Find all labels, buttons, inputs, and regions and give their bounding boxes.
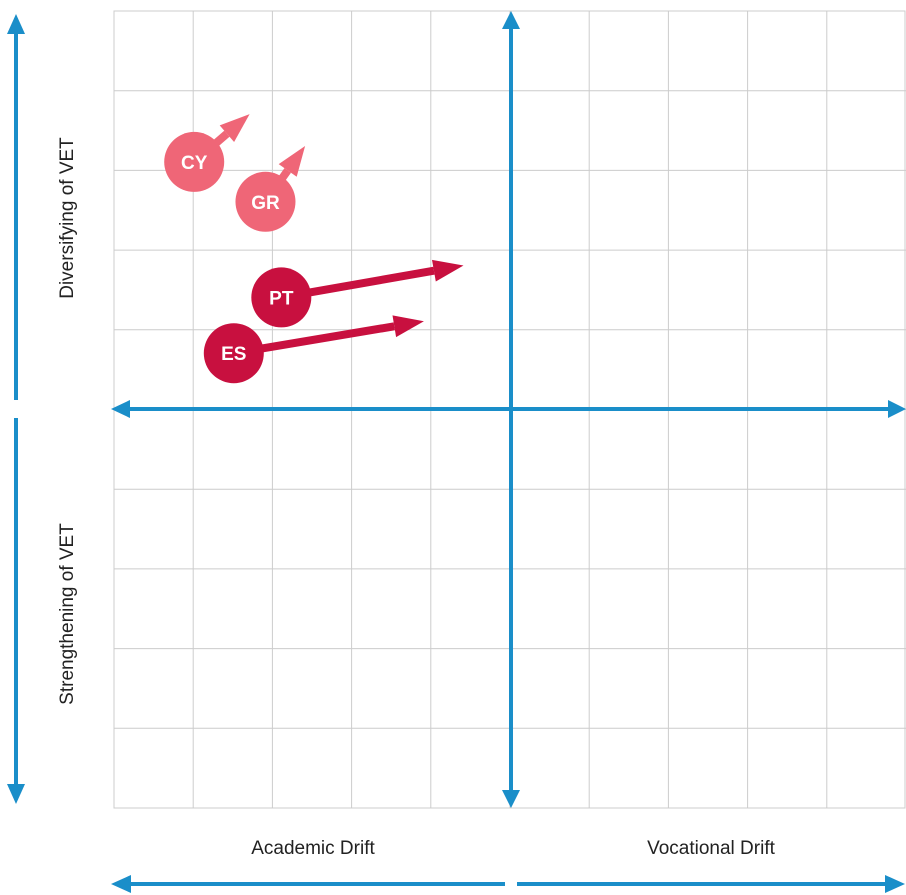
right-arrowhead [888,400,906,418]
center-axes [111,11,906,808]
trend-arrowhead [392,315,424,338]
point-bubble [164,131,225,192]
point-label: ES [221,344,246,365]
axis-label-right: Vocational Drift [647,838,776,859]
trend-arrowhead [219,114,250,142]
point-label: CY [181,153,208,174]
point-bubble [235,171,296,232]
left-bottom-arrowhead [111,875,131,893]
point-es: ES [203,315,424,384]
down-arrowhead [502,790,520,808]
axis-label-top: Diversifying of VET [57,137,78,299]
up-arrowhead [502,11,520,29]
point-gr: GR [235,146,306,232]
trend-arrowhead [432,259,464,282]
top-side-arrowhead [7,14,25,34]
point-label: GR [251,193,280,214]
right-bottom-arrowhead [885,875,905,893]
left-arrowhead [111,400,130,418]
side-arrows [7,14,905,893]
point-pt: PT [251,259,464,328]
trend-arrowhead [278,146,306,177]
point-cy: CY [164,114,250,192]
point-bubble [203,323,264,384]
axis-label-bottom: Strengthening of VET [57,523,78,705]
point-label: PT [269,288,294,309]
bottom-side-arrowhead [7,784,25,804]
data-points: CY GR PT ES [164,114,464,384]
point-bubble [251,267,312,328]
axis-label-left: Academic Drift [251,838,375,859]
